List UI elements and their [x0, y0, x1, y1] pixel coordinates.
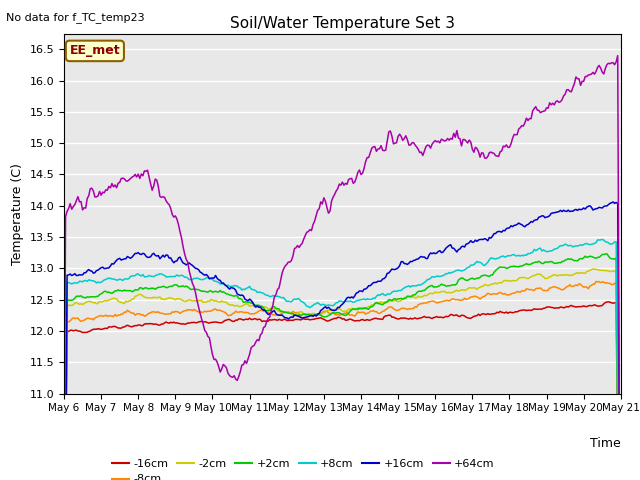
Line: +8cm: +8cm: [64, 240, 620, 480]
+8cm: [598, 237, 606, 242]
-16cm: [584, 303, 592, 309]
-2cm: [244, 302, 252, 308]
+2cm: [226, 292, 234, 298]
-2cm: [128, 296, 136, 302]
+64cm: [226, 372, 234, 378]
-2cm: [589, 266, 597, 272]
-16cm: [244, 317, 252, 323]
-16cm: [128, 324, 136, 330]
+2cm: [303, 312, 310, 318]
Legend: -16cm, -8cm, -2cm, +2cm, +8cm, +16cm, +64cm: -16cm, -8cm, -2cm, +2cm, +8cm, +16cm, +6…: [108, 455, 499, 480]
+2cm: [253, 302, 261, 308]
+64cm: [614, 53, 621, 59]
+64cm: [584, 72, 592, 78]
Line: +16cm: +16cm: [64, 202, 620, 480]
Title: Soil/Water Temperature Set 3: Soil/Water Temperature Set 3: [230, 16, 455, 31]
+2cm: [584, 254, 592, 260]
-8cm: [226, 312, 234, 318]
-16cm: [605, 299, 612, 305]
-16cm: [226, 316, 234, 322]
+16cm: [584, 204, 592, 209]
Text: EE_met: EE_met: [70, 44, 120, 58]
+2cm: [128, 289, 136, 295]
Text: Time: Time: [590, 437, 621, 450]
+64cm: [244, 356, 252, 362]
+64cm: [303, 229, 310, 235]
Y-axis label: Temperature (C): Temperature (C): [11, 163, 24, 264]
+2cm: [603, 251, 611, 257]
-8cm: [303, 312, 310, 318]
-8cm: [592, 278, 600, 284]
+8cm: [244, 285, 252, 290]
+16cm: [128, 254, 136, 260]
Line: -8cm: -8cm: [64, 281, 620, 480]
+16cm: [253, 303, 261, 309]
+16cm: [616, 421, 623, 427]
+16cm: [303, 314, 310, 320]
-8cm: [584, 286, 592, 291]
Line: -16cm: -16cm: [64, 302, 620, 480]
Line: -2cm: -2cm: [64, 269, 620, 480]
Text: No data for f_TC_temp23: No data for f_TC_temp23: [6, 12, 145, 23]
+16cm: [609, 199, 617, 205]
-2cm: [253, 303, 261, 309]
+8cm: [253, 289, 261, 295]
+8cm: [584, 241, 592, 247]
-16cm: [303, 316, 310, 322]
-8cm: [128, 311, 136, 316]
+16cm: [244, 298, 252, 304]
+64cm: [253, 337, 261, 343]
-16cm: [253, 317, 261, 323]
Line: +2cm: +2cm: [64, 254, 620, 480]
+2cm: [244, 300, 252, 305]
+8cm: [226, 284, 234, 289]
-8cm: [253, 309, 261, 315]
+64cm: [616, 392, 623, 398]
+64cm: [128, 174, 136, 180]
-2cm: [226, 302, 234, 308]
+8cm: [303, 303, 310, 309]
Line: +64cm: +64cm: [64, 56, 620, 480]
+8cm: [128, 273, 136, 279]
+16cm: [226, 286, 234, 292]
-8cm: [244, 310, 252, 315]
-2cm: [584, 268, 592, 274]
-2cm: [303, 312, 310, 317]
